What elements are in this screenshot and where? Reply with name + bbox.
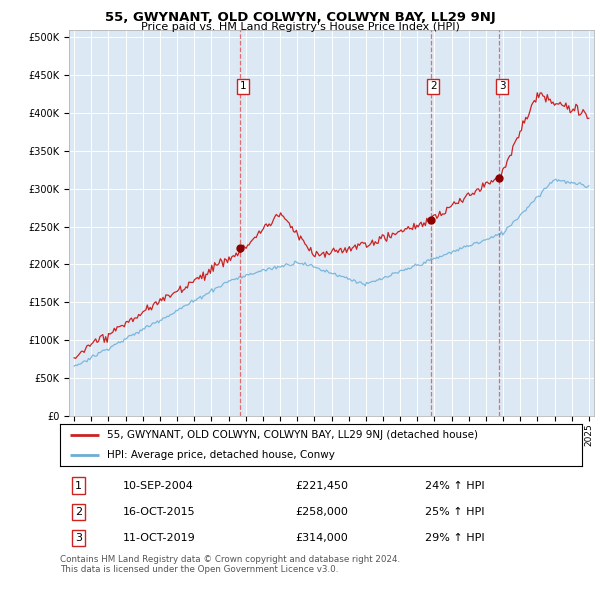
Text: 2: 2: [75, 507, 82, 517]
Text: 29% ↑ HPI: 29% ↑ HPI: [425, 533, 485, 543]
Text: £258,000: £258,000: [295, 507, 348, 517]
Text: £314,000: £314,000: [295, 533, 347, 543]
Text: 1: 1: [239, 81, 246, 91]
Text: 25% ↑ HPI: 25% ↑ HPI: [425, 507, 485, 517]
Text: 3: 3: [499, 81, 505, 91]
Text: 10-SEP-2004: 10-SEP-2004: [122, 480, 194, 490]
Text: 2: 2: [430, 81, 437, 91]
Text: 11-OCT-2019: 11-OCT-2019: [122, 533, 196, 543]
Text: Price paid vs. HM Land Registry's House Price Index (HPI): Price paid vs. HM Land Registry's House …: [140, 22, 460, 32]
Text: 1: 1: [75, 480, 82, 490]
Text: £221,450: £221,450: [295, 480, 348, 490]
Text: Contains HM Land Registry data © Crown copyright and database right 2024.
This d: Contains HM Land Registry data © Crown c…: [60, 555, 400, 574]
Text: 24% ↑ HPI: 24% ↑ HPI: [425, 480, 485, 490]
Text: 55, GWYNANT, OLD COLWYN, COLWYN BAY, LL29 9NJ (detached house): 55, GWYNANT, OLD COLWYN, COLWYN BAY, LL2…: [107, 430, 478, 440]
Text: 3: 3: [75, 533, 82, 543]
Text: HPI: Average price, detached house, Conwy: HPI: Average price, detached house, Conw…: [107, 450, 335, 460]
Text: 16-OCT-2015: 16-OCT-2015: [122, 507, 195, 517]
Text: 55, GWYNANT, OLD COLWYN, COLWYN BAY, LL29 9NJ: 55, GWYNANT, OLD COLWYN, COLWYN BAY, LL2…: [104, 11, 496, 24]
